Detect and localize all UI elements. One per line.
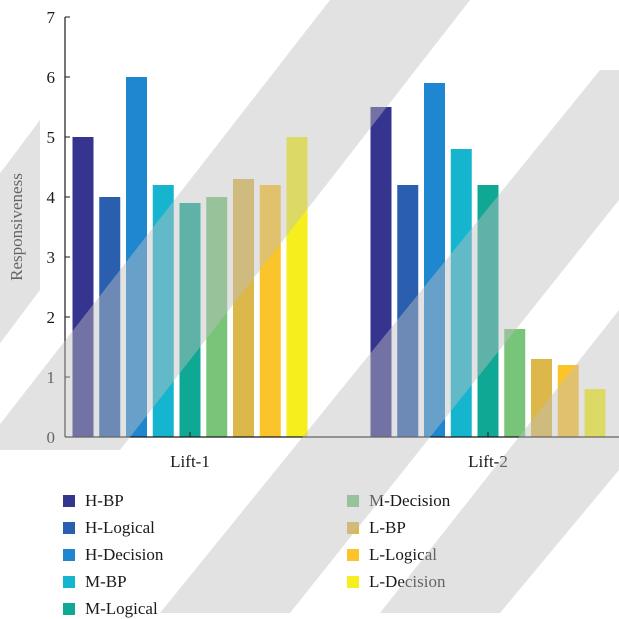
bar-m-bp-lift-1 (153, 185, 174, 437)
bar-h-logical-lift-1 (99, 197, 120, 437)
y-tick-label: 0 (47, 428, 56, 447)
y-tick-label: 5 (47, 128, 56, 147)
bar-h-logical-lift-2 (397, 185, 418, 437)
bar-h-decision-lift-2 (424, 83, 445, 437)
bar-m-logical-lift-2 (478, 185, 499, 437)
bar-m-decision-lift-1 (206, 197, 227, 437)
bar-l-bp-lift-1 (233, 179, 254, 437)
y-tick-label: 2 (47, 308, 56, 327)
bar-l-bp-lift-2 (531, 359, 552, 437)
bar-l-decision-lift-1 (287, 137, 308, 437)
bar-h-decision-lift-1 (126, 77, 147, 437)
y-axis-label: Responsiveness (7, 173, 26, 281)
bar-m-bp-lift-2 (451, 149, 472, 437)
y-tick-label: 6 (47, 68, 56, 87)
bar-l-logical-lift-2 (558, 365, 579, 437)
bar-m-logical-lift-1 (180, 203, 201, 437)
bar-m-decision-lift-2 (504, 329, 525, 437)
x-tick-label: Lift-2 (468, 452, 508, 471)
y-tick-label: 3 (47, 248, 56, 267)
bar-l-decision-lift-2 (585, 389, 606, 437)
bar-h-bp-lift-2 (371, 107, 392, 437)
bars-group (73, 77, 606, 437)
y-tick-label: 7 (47, 8, 56, 27)
y-tick-label: 1 (47, 368, 56, 387)
bar-h-bp-lift-1 (73, 137, 94, 437)
bar-l-logical-lift-1 (260, 185, 281, 437)
y-tick-label: 4 (47, 188, 56, 207)
x-tick-label: Lift-1 (170, 452, 210, 471)
